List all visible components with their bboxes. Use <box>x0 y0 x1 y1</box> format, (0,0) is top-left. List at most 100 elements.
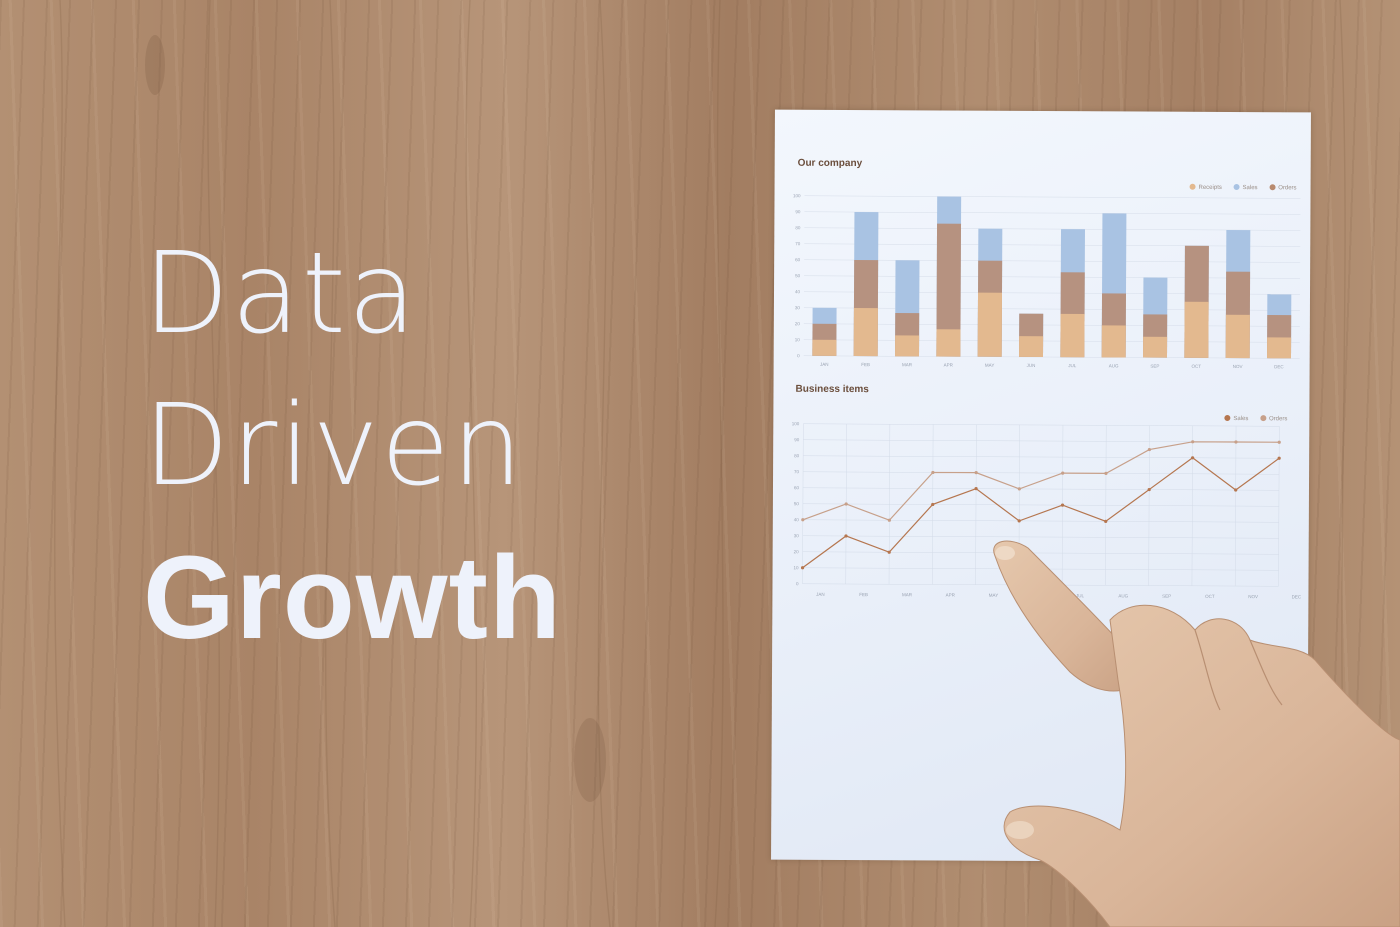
line-vgridline <box>802 423 804 584</box>
line-gridline <box>802 519 1279 523</box>
bar-x-tick: AUG <box>1109 363 1119 368</box>
bar-receipts <box>853 308 878 357</box>
series-line-sales <box>802 457 1280 569</box>
bar-y-tick: 0 <box>797 353 800 358</box>
bar-receipts <box>1101 325 1126 358</box>
bar-x-tick: JUN <box>1027 363 1036 368</box>
bar-x-tick: NOV <box>1233 364 1243 369</box>
bar-gridline <box>804 291 1301 295</box>
bar-x-tick: FEB <box>861 362 870 367</box>
bar-gridline <box>804 227 1301 231</box>
series-line-orders-point <box>801 518 805 522</box>
line-y-tick: 40 <box>794 517 800 522</box>
thumbnail <box>1006 821 1034 839</box>
bar-y-tick: 30 <box>795 305 801 310</box>
bar-orders <box>936 223 962 357</box>
line-y-tick: 90 <box>794 437 800 442</box>
headline-line-1: Data <box>143 229 419 359</box>
bar-gridline <box>804 259 1301 263</box>
bar-x-tick: DEC <box>1274 364 1284 369</box>
knuckle-line-2 <box>1249 639 1283 706</box>
series-line-orders-point <box>1017 487 1021 491</box>
series-line-sales-point <box>887 550 891 554</box>
bar-receipts <box>895 335 920 357</box>
bar-gridline <box>804 243 1301 247</box>
report-charts: 0 10 20 30 40 50 60 70 80 90 100 JAN FEB MAR APR MAY JUN… <box>792 193 1302 599</box>
bar-y-tick: 50 <box>795 273 801 278</box>
line-x-tick: NOV <box>1248 594 1258 599</box>
line-gridline <box>803 471 1280 475</box>
line-x-tick: OCT <box>1205 594 1215 599</box>
bar-x-tick: APR <box>944 362 954 367</box>
line-x-tick: APR <box>946 593 956 598</box>
line-y-tick: 70 <box>794 469 800 474</box>
bar-receipts <box>1019 336 1044 358</box>
bar-x-tick: JUL <box>1068 363 1077 368</box>
line-vgridline <box>975 424 977 585</box>
bar-y-tick: 70 <box>795 241 801 246</box>
line-x-tick: AUG <box>1118 593 1128 598</box>
knuckle-line-1 <box>1194 629 1221 711</box>
series-line-orders-point <box>1147 447 1151 452</box>
line-vgridline <box>1105 425 1107 586</box>
line-gridline <box>802 535 1279 539</box>
series-line-sales-point <box>800 566 805 570</box>
headline-line-3: Growth <box>143 532 562 664</box>
bar-y-tick: 100 <box>793 193 801 198</box>
bar-y-tick: 80 <box>795 225 801 230</box>
series-line-orders-point <box>974 471 978 475</box>
line-y-tick: 80 <box>794 453 800 458</box>
line-y-tick: 0 <box>796 581 799 586</box>
series-line-orders-point <box>1104 471 1108 475</box>
series-line-sales-point <box>1104 519 1108 523</box>
line-x-tick: MAY <box>989 593 998 598</box>
bar-y-tick: 20 <box>795 321 801 326</box>
bar-receipts <box>1060 313 1085 358</box>
series-line-orders-point <box>1277 440 1281 444</box>
series-line-orders-point <box>1234 440 1238 444</box>
line-vgridline <box>1191 425 1194 586</box>
series-line-sales-point <box>974 487 978 491</box>
line-vgridline <box>1278 426 1280 587</box>
line-y-tick: 50 <box>794 501 800 506</box>
line-x-tick: MAR <box>902 592 913 597</box>
line-x-tick: JAN <box>816 592 825 597</box>
bar-receipts <box>1225 314 1250 359</box>
series-line-sales-point <box>1147 487 1151 492</box>
line-y-tick: 60 <box>794 485 800 490</box>
series-line-orders <box>802 441 1280 521</box>
series-line-sales-point <box>1191 456 1195 460</box>
bar-gridline <box>803 307 1300 311</box>
bar-gridline <box>803 339 1300 343</box>
series-line-sales-point <box>1017 519 1021 523</box>
series-line-sales-point <box>931 502 935 507</box>
series-line-sales-point <box>1234 488 1238 492</box>
series-line-orders-point <box>887 518 891 522</box>
bar-gridline <box>804 275 1301 279</box>
line-gridline <box>803 455 1280 459</box>
headline-line-2: Driven <box>143 381 525 511</box>
line-gridline <box>802 487 1279 491</box>
line-y-tick: 10 <box>794 565 800 570</box>
bar-receipts <box>812 339 837 356</box>
bar-gridline <box>803 323 1300 327</box>
headline: Data Driven Growth <box>143 218 562 674</box>
bar-receipts <box>1267 337 1292 359</box>
bar-x-tick: SEP <box>1150 364 1159 369</box>
line-x-tick: SEP <box>1162 594 1171 599</box>
bar-receipts <box>977 292 1002 357</box>
bar-receipts <box>1143 336 1168 358</box>
bar-gridline <box>803 355 1300 359</box>
bar-receipts <box>1184 301 1209 358</box>
line-vgridline <box>888 424 891 585</box>
line-gridline <box>802 503 1279 507</box>
line-y-tick: 30 <box>794 533 800 538</box>
series-line-sales-point <box>844 534 848 538</box>
series-line-sales-point <box>1277 456 1281 460</box>
series-line-orders-point <box>844 502 848 506</box>
bar-receipts <box>936 329 961 357</box>
bar-x-tick: MAY <box>985 363 994 368</box>
line-x-tick: FEB <box>859 592 868 597</box>
